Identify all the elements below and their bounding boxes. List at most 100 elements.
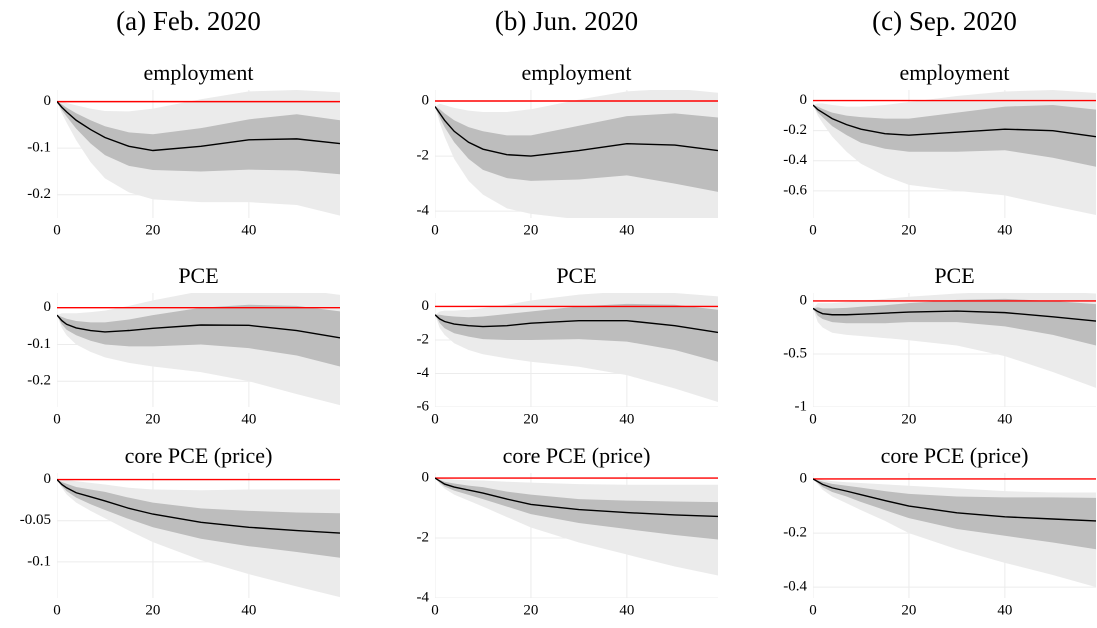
x-tick-label: 0 [809,602,817,618]
confidence-band [435,106,718,192]
x-tick-label: 40 [241,411,256,427]
x-tick-label: 40 [997,222,1012,238]
y-tick-label: -4 [417,589,430,605]
y-tick-label: -0.4 [783,579,807,595]
panel-title: employment [900,60,1010,85]
x-tick-label: 0 [53,222,61,238]
confidence-band [813,298,1096,346]
panel-title: core PCE (price) [125,443,273,468]
y-tick-label: 0 [422,92,430,108]
y-tick-label: -4 [417,203,430,219]
column-title: (b) Jun. 2020 [495,6,638,36]
y-tick-label: 0 [422,298,430,314]
panel: core PCE (price) -0.4 -0.2 0 0 20 40 [783,443,1096,618]
x-tick-label: 20 [901,602,916,618]
x-tick-label: 40 [241,222,256,238]
median-line [57,479,340,534]
y-tick-label: -0.2 [27,373,51,389]
x-tick-label: 0 [53,411,61,427]
panel-title: employment [144,60,254,85]
plot-area [813,90,1096,218]
y-tick-label: 0 [44,471,52,487]
y-tick-label: -0.5 [783,345,807,361]
y-tick-label: -2 [417,148,430,164]
confidence-band [435,303,718,362]
y-tick-label: 0 [44,93,52,109]
plot-area [813,473,1096,598]
y-tick-label: 0 [800,470,808,486]
y-tick-label: -0.05 [20,512,51,528]
panel-title: PCE [934,263,974,288]
plot-area [57,293,340,407]
x-tick-label: 20 [145,602,160,618]
y-tick-label: -0.1 [27,336,51,352]
y-tick-label: -0.6 [783,182,807,198]
plot-area [813,293,1096,407]
y-tick-label: -0.2 [783,525,807,541]
x-tick-label: 40 [619,411,634,427]
x-tick-label: 40 [619,222,634,238]
x-tick-label: 0 [431,411,439,427]
x-tick-label: 0 [809,411,817,427]
confidence-band [57,304,340,367]
confidence-band [813,478,1096,550]
y-tick-label: 0 [44,299,52,315]
panel-title: PCE [178,263,218,288]
y-tick-label: 0 [800,92,808,108]
median-line [57,314,340,339]
y-tick-label: -2 [417,331,430,347]
x-tick-label: 40 [997,411,1012,427]
median-line [435,477,718,518]
x-tick-label: 0 [53,602,61,618]
panel: employment -0.2 -0.1 0 0 20 40 [27,60,340,238]
y-tick-label: -4 [417,365,430,381]
x-tick-label: 0 [809,222,817,238]
plot-area [57,473,340,598]
median-line [435,106,718,157]
x-tick-label: 20 [901,222,916,238]
column-title: (c) Sep. 2020 [872,6,1017,36]
panel-title: core PCE (price) [881,443,1029,468]
x-tick-label: 40 [619,602,634,618]
plot-area [435,293,718,407]
y-tick-label: 0 [800,292,808,308]
confidence-band [57,479,340,558]
panel: PCE -1 -0.5 0 0 20 40 [783,263,1096,427]
x-tick-label: 20 [523,222,538,238]
median-line [813,104,1096,138]
panel-title: core PCE (price) [503,443,651,468]
x-tick-label: 0 [431,602,439,618]
y-tick-label: -0.4 [783,152,807,168]
x-tick-label: 0 [431,222,439,238]
panel: employment -0.6 -0.4 -0.2 0 0 20 40 [783,60,1096,238]
x-tick-label: 40 [997,602,1012,618]
panel: PCE -0.2 -0.1 0 0 20 40 [27,263,340,427]
panel-title: PCE [556,263,596,288]
x-tick-label: 20 [145,411,160,427]
panel-title: employment [522,60,632,85]
y-tick-label: -1 [795,398,808,414]
median-line [813,307,1096,322]
y-tick-label: -0.1 [27,140,51,156]
y-tick-label: -0.1 [27,553,51,569]
y-tick-label: -0.2 [783,122,807,138]
y-tick-label: -0.2 [27,186,51,202]
plot-area [57,90,340,218]
median-line [813,478,1096,522]
panel: core PCE (price) -4 -2 0 0 20 40 [417,443,718,618]
x-tick-label: 20 [523,602,538,618]
x-tick-label: 20 [523,411,538,427]
panel: employment -4 -2 0 0 20 40 [417,60,718,238]
y-tick-label: 0 [422,470,430,486]
plot-area [435,473,718,598]
x-tick-label: 40 [241,602,256,618]
x-tick-label: 20 [145,222,160,238]
panel: core PCE (price) -0.1 -0.05 0 0 20 40 [20,443,340,618]
plot-area [435,90,718,218]
y-tick-label: -6 [417,398,430,414]
x-tick-label: 20 [901,411,916,427]
panel: PCE -6 -4 -2 0 0 20 40 [417,263,718,427]
column-title: (a) Feb. 2020 [116,6,261,36]
y-tick-label: -2 [417,529,430,545]
